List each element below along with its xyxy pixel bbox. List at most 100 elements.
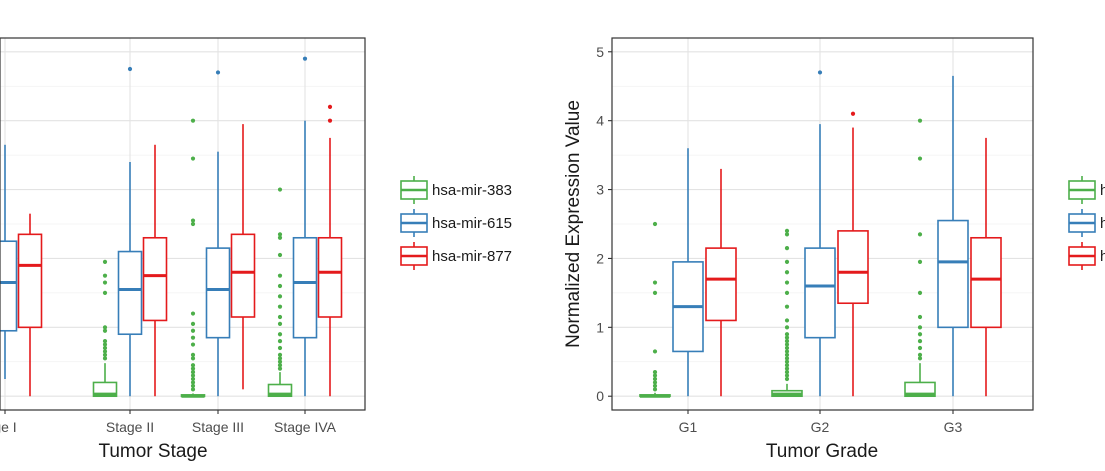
box-body: [117, 250, 143, 336]
outlier-point: [784, 246, 790, 251]
outlier-point: [190, 221, 196, 227]
outlier-point: [917, 339, 923, 344]
outlier-point: [102, 349, 108, 354]
outlier-point: [784, 232, 790, 237]
legend-label: hsa-mir-615: [432, 215, 512, 232]
box-body: [705, 247, 737, 322]
outlier-point: [784, 228, 790, 233]
outlier-point: [302, 56, 308, 61]
outlier-point: [784, 304, 790, 309]
box-hsa-mir-615-g3: [937, 75, 969, 397]
legend-item-hsa-mir-383: h: [1068, 176, 1105, 204]
box-body: [804, 247, 836, 339]
outlier-point: [652, 280, 658, 285]
box-hsa-mir-877-stage-ii: [142, 144, 168, 397]
outlier-point: [652, 370, 658, 375]
box-hsa-mir-383-g2: [771, 228, 803, 398]
outlier-point: [277, 252, 283, 258]
stage-boxes: [0, 56, 343, 398]
outlier-point: [190, 370, 196, 375]
outlier-point: [784, 259, 790, 264]
legend-label: h: [1100, 248, 1105, 265]
outlier-point: [102, 345, 108, 351]
outlier-point: [652, 221, 658, 227]
outlier-point: [784, 363, 790, 368]
box-hsa-mir-615-g2: [804, 70, 836, 397]
legend-item-hsa-mir-877: hsa-mir-877: [400, 242, 512, 270]
outlier-point: [652, 376, 658, 382]
outlier-point: [277, 356, 283, 361]
outlier-point: [190, 366, 196, 371]
outlier-point: [784, 356, 790, 361]
outlier-point: [917, 259, 923, 264]
box-hsa-mir-877-stage-iva: [317, 104, 343, 397]
legend-item-hsa-mir-615: h: [1068, 209, 1105, 237]
x-tick-label: G1: [679, 419, 698, 435]
outlier-point: [784, 370, 790, 375]
grade-x-ticks: G1 G2 G3: [679, 410, 963, 435]
outlier-point: [277, 273, 283, 278]
x-tick-label: G3: [944, 419, 963, 435]
outlier-point: [190, 156, 196, 161]
outlier-point: [190, 356, 196, 361]
outlier-point: [917, 156, 923, 161]
stage-x-axis-title: Tumor Stage: [98, 441, 207, 462]
box-hsa-mir-615-stage-i: [0, 144, 18, 379]
outlier-point: [652, 380, 658, 385]
box-body: [142, 236, 168, 322]
stage-plot-border: [0, 37, 366, 411]
outlier-point: [652, 349, 658, 354]
legend-label: h: [1100, 215, 1105, 232]
outlier-point: [784, 342, 790, 347]
outlier-point: [327, 118, 333, 123]
box-body: [230, 233, 256, 318]
grade-chart: 0 1 2 3 4 5 G1 G2 G3 Tumor Grade Normalized Exp…: [563, 37, 1105, 462]
grade-x-axis-title: Tumor Grade: [766, 441, 878, 462]
outlier-point: [102, 328, 108, 333]
outlier-point: [784, 332, 790, 337]
outlier-point: [277, 321, 283, 326]
x-tick-label: G2: [811, 419, 830, 435]
outlier-point: [190, 335, 196, 340]
box-hsa-mir-383-stage-iii: [180, 118, 206, 398]
outlier-point: [652, 387, 658, 392]
box-hsa-mir-877-stage-i: [17, 213, 43, 397]
legend-item-hsa-mir-615: hsa-mir-615: [400, 209, 512, 237]
outlier-point: [784, 280, 790, 285]
outlier-point: [215, 70, 221, 75]
outlier-point: [190, 328, 196, 333]
y-tick-label: 3: [596, 182, 604, 198]
outlier-point: [277, 345, 283, 351]
box-hsa-mir-383-stage-ii: [92, 259, 118, 398]
outlier-point: [102, 290, 108, 295]
outlier-point: [917, 314, 923, 320]
grade-y-axis-title: Normalized Expression Value: [563, 100, 584, 348]
box-hsa-mir-383-g3: [904, 118, 936, 398]
box-hsa-mir-615-stage-iva: [292, 56, 318, 397]
outlier-point: [784, 352, 790, 357]
y-tick-label: 5: [596, 44, 604, 60]
outlier-point: [784, 366, 790, 371]
outlier-point: [917, 118, 923, 123]
box-hsa-mir-615-stage-ii: [117, 66, 143, 397]
outlier-point: [917, 332, 923, 337]
outlier-point: [277, 232, 283, 237]
outlier-point: [784, 339, 790, 344]
grade-y-ticks: 0 1 2 3 4 5: [596, 44, 612, 404]
x-tick-label: Stage IVA: [274, 419, 337, 435]
outlier-point: [190, 321, 196, 326]
y-tick-label: 1: [596, 319, 604, 335]
box-hsa-mir-877-g2: [837, 111, 869, 397]
stage-legend: hsa-mir-383 hsa-mir-615 hsa-mir-877: [400, 176, 512, 270]
outlier-point: [102, 342, 108, 347]
outlier-point: [277, 332, 283, 337]
x-tick-label: Stage III: [192, 419, 244, 435]
box-body: [0, 240, 18, 332]
outlier-point: [190, 218, 196, 223]
outlier-point: [102, 325, 108, 330]
stage-x-ticks: ge I Stage II Stage III Stage IVA: [0, 410, 337, 435]
box-hsa-mir-615-stage-iii: [205, 70, 231, 397]
box-body: [970, 236, 1002, 329]
outlier-point: [784, 376, 790, 382]
